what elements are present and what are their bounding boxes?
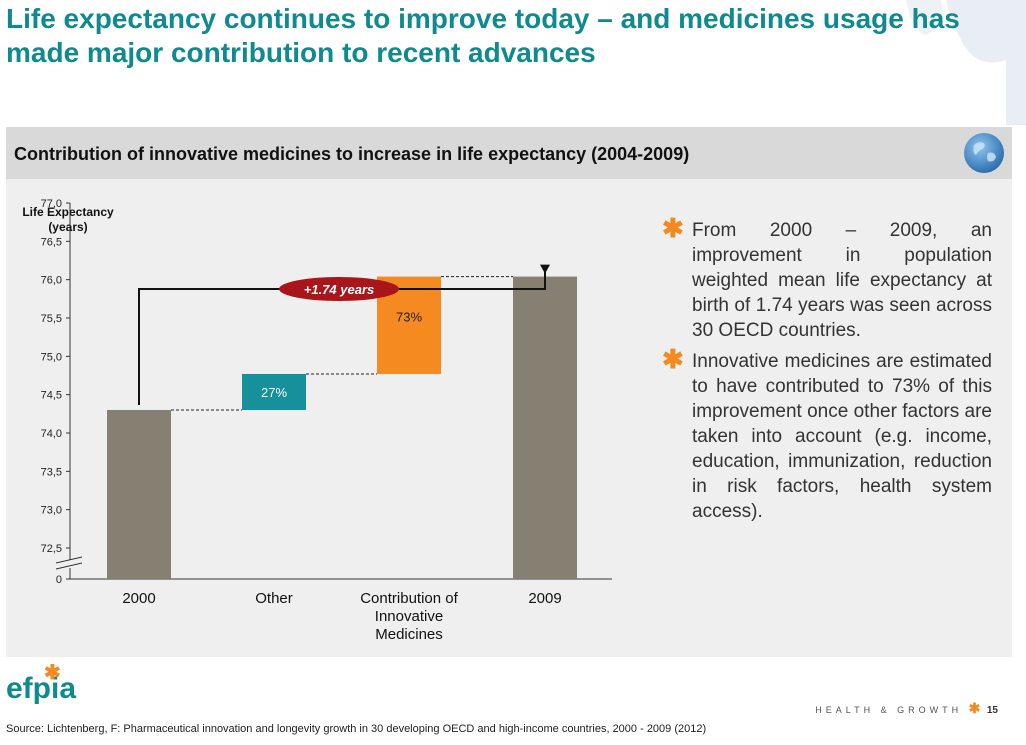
footer-star-icon: ✱ [968,700,981,716]
annotation-badge [279,277,399,301]
x-category-label: Innovative [375,608,443,625]
bullet-item: ✱ From 2000 – 2009, an improvement in po… [660,213,992,343]
y-tick-label: 72,5 [41,543,62,555]
bar-data-label: 73% [396,310,422,325]
axis-break-mark [55,556,83,564]
y-tick-label: 75,5 [41,313,62,325]
page-number: 15 [986,705,998,716]
chart-panel: Contribution of innovative medicines to … [6,127,1012,657]
bullet-item: ✱ Innovative medicines are estimated to … [660,344,992,524]
bar-4 [513,276,577,579]
panel-title: Contribution of innovative medicines to … [14,144,690,164]
logo-star-icon: ✱ [44,662,61,684]
y-axis-label: Life Expectancy [22,205,114,219]
asterisk-icon: ✱ [662,344,684,374]
logo-text: efpia [6,672,77,705]
y-tick-label: 73,0 [41,505,62,517]
source-note: Source: Lichtenberg, F: Pharmaceutical i… [6,723,707,735]
waterfall-chart: Life Expectancy(years) 77,0 76,5 76,0 75,5 75… [22,198,612,643]
bar-1 [107,410,171,579]
y-tick-label: 75,0 [41,351,62,363]
bullet-text: From 2000 – 2009, an improvement in popu… [692,220,992,341]
x-category-label: Contribution of [360,590,458,607]
x-category-label: 2009 [528,590,561,607]
footer-tag-text: HEALTH & GROWTH [815,705,963,715]
y-tick-label: 74,0 [41,428,62,440]
axis-break-mark [55,562,83,570]
annotation-label: +1.74 years [304,282,374,297]
y-axis-label-unit: (years) [48,220,87,234]
globe-icon [964,133,1004,173]
bar-data-label: 27% [261,385,287,400]
axis-break-gap [56,560,84,568]
efpia-logo: efpia ✱ [6,662,77,706]
asterisk-icon: ✱ [662,213,684,243]
slide-title: Life expectancy continues to improve tod… [6,3,960,68]
y-tick-label: 73,5 [41,466,62,478]
y-tick-label: 77,0 [41,198,62,210]
bullet-text: Innovative medicines are estimated to ha… [692,351,992,522]
annotation-arrow-head [540,264,550,274]
y-tick-label: 76,0 [41,275,62,287]
panel-header: Contribution of innovative medicines to … [6,127,1012,179]
x-category-label: Medicines [375,626,443,643]
y-tick-label: 74,5 [41,390,62,402]
x-category-label: Other [255,590,293,607]
bullet-list: ✱ From 2000 – 2009, an improvement in po… [660,213,992,530]
y-tick-label: 76,5 [41,236,62,248]
y-tick-label: 0 [56,574,62,586]
x-category-label: 2000 [122,590,155,607]
bar-2 [242,373,306,410]
corner-decoration [906,0,1026,125]
footer-tag: HEALTH & GROWTH ✱ 15 [815,700,998,717]
